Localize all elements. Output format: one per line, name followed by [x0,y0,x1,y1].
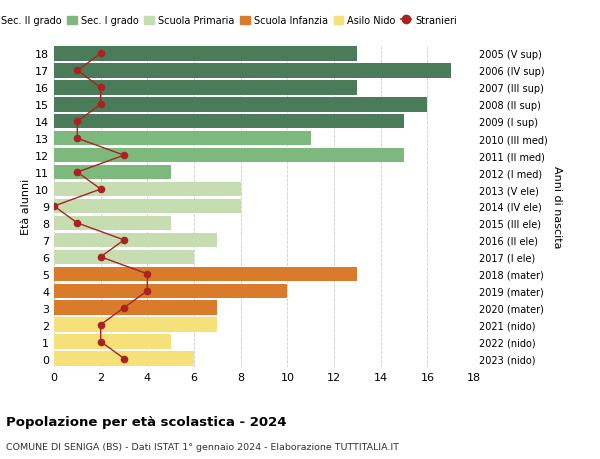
Bar [54,199,241,214]
Bar [54,318,217,332]
Bar [54,267,358,281]
Bar [54,250,194,264]
Bar [54,166,170,180]
Bar [54,98,427,112]
Bar [54,64,451,78]
Text: COMUNE DI SENIGA (BS) - Dati ISTAT 1° gennaio 2024 - Elaborazione TUTTITALIA.IT: COMUNE DI SENIGA (BS) - Dati ISTAT 1° ge… [6,442,399,451]
Bar [54,182,241,197]
Y-axis label: Età alunni: Età alunni [21,179,31,235]
Bar [54,335,170,349]
Bar [54,115,404,129]
Bar [54,132,311,146]
Text: Popolazione per età scolastica - 2024: Popolazione per età scolastica - 2024 [6,415,287,428]
Bar [54,352,194,366]
Bar [54,81,358,95]
Bar [54,233,217,247]
Bar [54,301,217,315]
Bar [54,47,358,62]
Bar [54,149,404,163]
Bar [54,284,287,298]
Bar [54,216,170,230]
Y-axis label: Anni di nascita: Anni di nascita [551,165,562,248]
Legend: Sec. II grado, Sec. I grado, Scuola Primaria, Scuola Infanzia, Asilo Nido, Stran: Sec. II grado, Sec. I grado, Scuola Prim… [0,12,461,30]
